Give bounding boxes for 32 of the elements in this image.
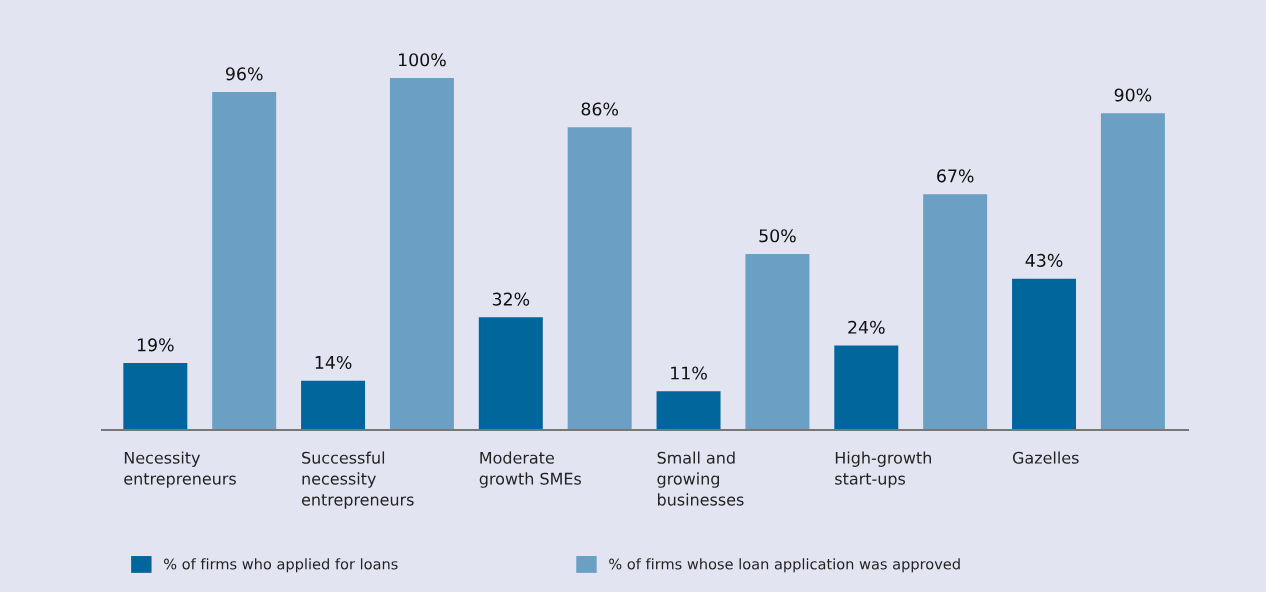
data-label: 50% bbox=[759, 229, 796, 243]
x-tick-label: Necessity entrepreneurs bbox=[124, 451, 236, 488]
data-label: 86% bbox=[581, 102, 619, 116]
x-tick-label: High-growth start-ups bbox=[835, 451, 931, 488]
x-tick-label: Gazelles bbox=[1012, 451, 1079, 464]
data-label: 90% bbox=[1114, 88, 1152, 102]
data-label: 24% bbox=[848, 320, 885, 334]
bar bbox=[1012, 278, 1077, 430]
bar bbox=[1100, 113, 1165, 430]
legend-label: % of firms who applied for loans bbox=[164, 558, 398, 573]
bar bbox=[123, 363, 188, 430]
data-label: 14% bbox=[315, 355, 352, 370]
x-tick-label: Successful necessity entrepreneurs bbox=[301, 451, 414, 509]
bar bbox=[745, 254, 810, 430]
x-tick-label: Small and growing businesses bbox=[657, 451, 744, 506]
legend-label: % of firms whose loan application was approved bbox=[609, 558, 960, 573]
data-label: 96% bbox=[225, 67, 263, 81]
bar bbox=[301, 380, 366, 430]
data-label: 32% bbox=[492, 292, 530, 306]
bar bbox=[567, 127, 632, 430]
data-label: 43% bbox=[1025, 253, 1063, 267]
bar bbox=[656, 391, 721, 430]
bar bbox=[212, 92, 277, 430]
bar bbox=[834, 345, 899, 430]
bar bbox=[389, 78, 454, 430]
data-label: 100% bbox=[399, 53, 446, 67]
data-label: 11% bbox=[671, 366, 707, 380]
x-tick-label: Moderate growth SMEs bbox=[479, 451, 582, 488]
data-label: 19% bbox=[137, 338, 174, 352]
data-label: 67% bbox=[937, 169, 974, 183]
bar bbox=[478, 317, 543, 430]
bar bbox=[923, 194, 988, 430]
